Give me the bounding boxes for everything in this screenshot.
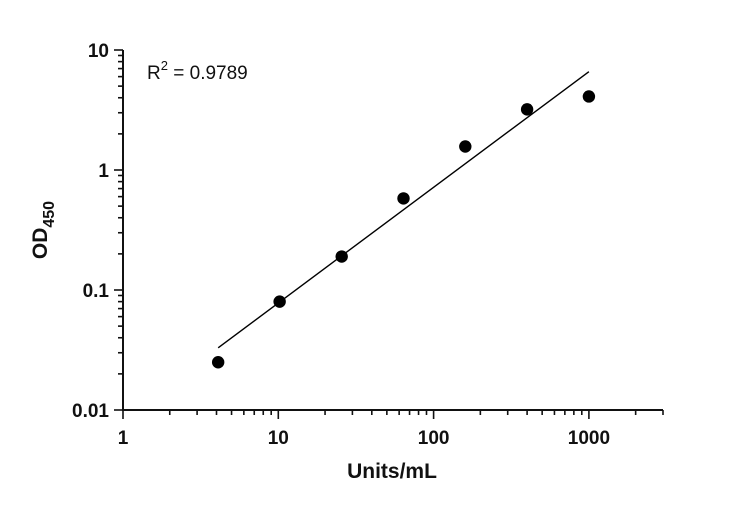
data-point (335, 250, 348, 263)
x-axis-ticks: 1 10 100 1000 (118, 410, 664, 449)
data-points (211, 90, 596, 369)
y-axis-ticks: 0.01 0.1 1 10 (72, 41, 123, 422)
y-tick-label: 1 (98, 161, 109, 182)
data-point (582, 90, 596, 103)
data-point (459, 140, 472, 153)
x-tick-label: 1 (118, 428, 129, 449)
axes (122, 50, 663, 411)
x-tick-label: 100 (418, 428, 450, 449)
y-axis-title: OD450 (29, 201, 58, 259)
regression-fit-line (217, 71, 590, 349)
y-tick-label: 0.01 (72, 401, 109, 422)
x-tick-label: 10 (268, 428, 289, 449)
x-axis-title: Units/mL (347, 460, 437, 483)
x-tick-label: 1000 (568, 428, 610, 449)
data-point (520, 103, 534, 116)
r-squared-annotation: R2 = 0.9789 (147, 58, 248, 84)
data-point (397, 192, 410, 205)
y-tick-label: 0.1 (83, 281, 110, 302)
data-point (273, 295, 286, 308)
data-point (211, 356, 225, 369)
y-tick-label: 10 (88, 41, 109, 62)
